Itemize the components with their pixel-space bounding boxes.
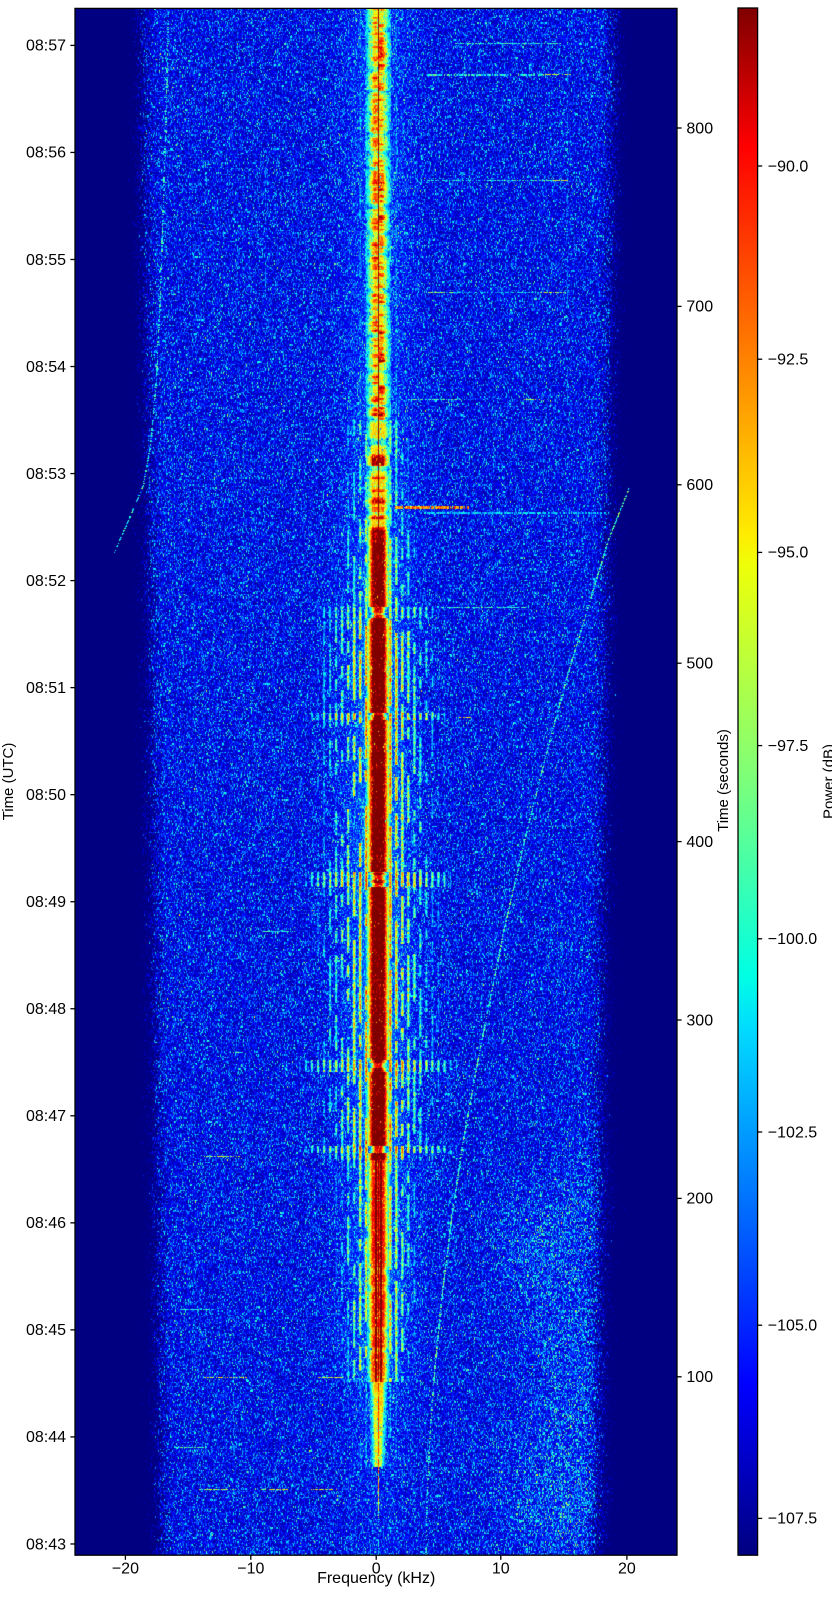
svg-text:600: 600 bbox=[686, 477, 713, 494]
svg-text:800: 800 bbox=[686, 120, 713, 137]
svg-text:300: 300 bbox=[686, 1012, 713, 1029]
svg-text:08:46: 08:46 bbox=[26, 1215, 66, 1232]
svg-text:400: 400 bbox=[686, 834, 713, 851]
svg-text:08:44: 08:44 bbox=[26, 1429, 66, 1446]
svg-text:Time (seconds): Time (seconds) bbox=[715, 729, 732, 832]
svg-text:0: 0 bbox=[372, 1561, 381, 1578]
svg-text:−97.5: −97.5 bbox=[768, 738, 809, 755]
svg-text:08:50: 08:50 bbox=[26, 787, 66, 804]
svg-text:08:53: 08:53 bbox=[26, 466, 66, 483]
svg-text:08:54: 08:54 bbox=[26, 359, 66, 376]
svg-text:−90.0: −90.0 bbox=[768, 158, 809, 175]
svg-text:08:47: 08:47 bbox=[26, 1108, 66, 1125]
svg-text:Time (UTC): Time (UTC) bbox=[0, 743, 17, 821]
svg-text:−95.0: −95.0 bbox=[768, 545, 809, 562]
svg-text:200: 200 bbox=[686, 1191, 713, 1208]
svg-text:08:57: 08:57 bbox=[26, 38, 66, 55]
svg-text:20: 20 bbox=[618, 1561, 636, 1578]
svg-text:08:55: 08:55 bbox=[26, 252, 66, 269]
svg-text:−107.5: −107.5 bbox=[768, 1511, 817, 1528]
svg-text:08:52: 08:52 bbox=[26, 573, 66, 590]
svg-text:700: 700 bbox=[686, 299, 713, 316]
svg-text:08:49: 08:49 bbox=[26, 894, 66, 911]
svg-text:−10: −10 bbox=[237, 1561, 264, 1578]
svg-text:Frequency (kHz): Frequency (kHz) bbox=[317, 1570, 435, 1587]
svg-text:−100.0: −100.0 bbox=[768, 931, 817, 948]
svg-text:−92.5: −92.5 bbox=[768, 352, 809, 369]
svg-text:08:45: 08:45 bbox=[26, 1322, 66, 1339]
svg-text:10: 10 bbox=[492, 1561, 510, 1578]
svg-text:−20: −20 bbox=[112, 1561, 139, 1578]
svg-text:Power (dB): Power (dB) bbox=[821, 744, 832, 819]
svg-text:08:56: 08:56 bbox=[26, 145, 66, 162]
svg-text:08:43: 08:43 bbox=[26, 1536, 66, 1553]
svg-text:08:51: 08:51 bbox=[26, 680, 66, 697]
svg-text:−105.0: −105.0 bbox=[768, 1318, 817, 1335]
svg-text:08:48: 08:48 bbox=[26, 1001, 66, 1018]
svg-text:500: 500 bbox=[686, 656, 713, 673]
svg-text:−102.5: −102.5 bbox=[768, 1124, 817, 1141]
svg-text:100: 100 bbox=[686, 1369, 713, 1386]
